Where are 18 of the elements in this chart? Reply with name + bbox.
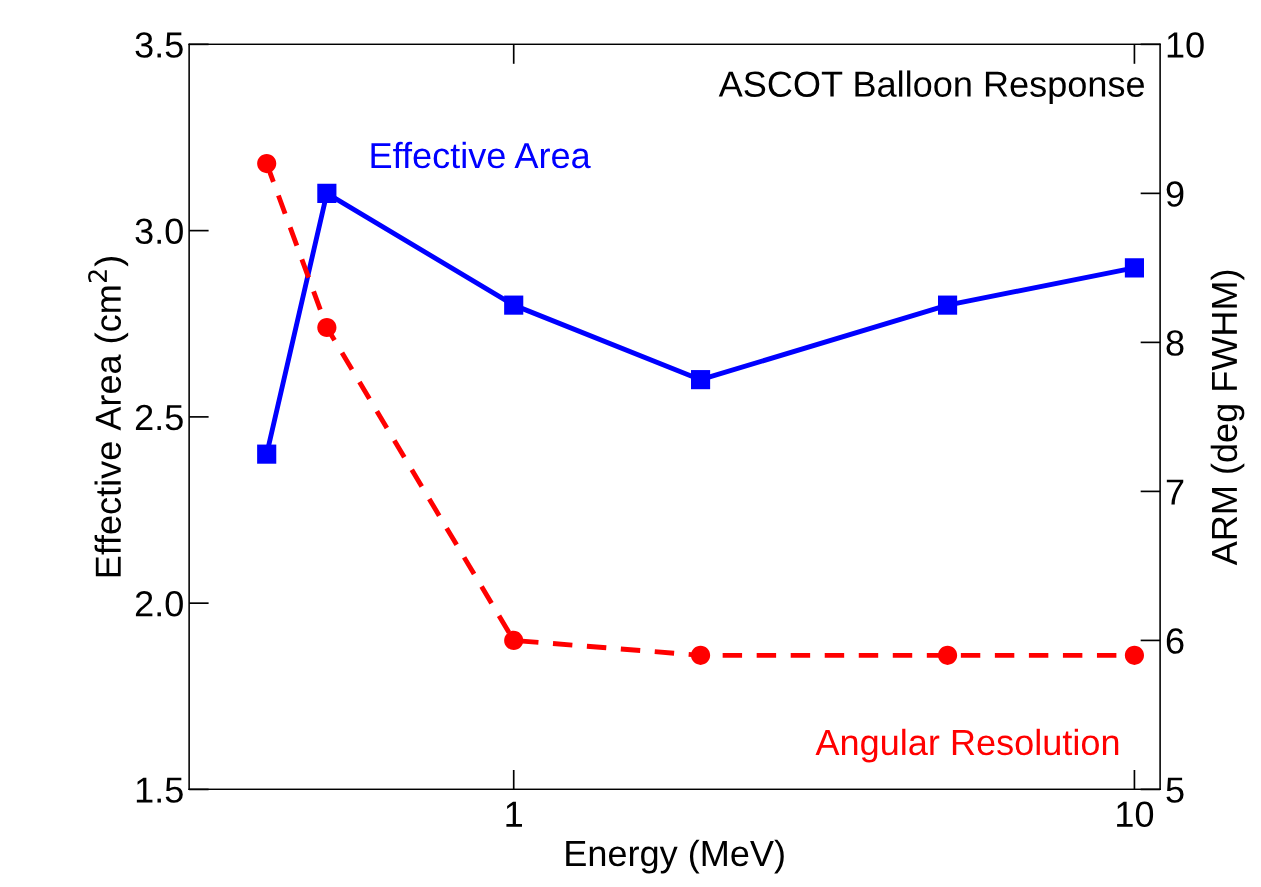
y2-tick-label: 7 xyxy=(1166,479,1184,505)
y-tick-label: 2.0 xyxy=(135,591,183,617)
y-axis-title: Effective Area (cm$^{2}$) xyxy=(88,257,129,577)
y-tick-label: 2.5 xyxy=(135,404,183,431)
y-tick-label: 3.5 xyxy=(135,32,183,58)
y-tick-label: 1.5 xyxy=(136,777,183,803)
y2-tick-label: 8 xyxy=(1166,330,1184,356)
y2-tick-label: 10 xyxy=(1167,32,1204,58)
y2-tick-label: 9 xyxy=(1166,181,1184,207)
y-tick-label: 3.0 xyxy=(135,218,183,245)
y2-axis-title: ARM (deg FWHM) xyxy=(1210,270,1245,566)
x-tick-label: 1 xyxy=(506,801,522,827)
x-axis-title: Energy (MeV) xyxy=(566,839,784,874)
y2-tick-label: 5 xyxy=(1166,777,1184,803)
series-label: Angular Resolution xyxy=(815,728,1119,763)
text: ASCOT Balloon Response xyxy=(718,70,1144,105)
series-label: Effective Area xyxy=(371,141,591,169)
y2-tick-label: 6 xyxy=(1166,628,1184,654)
